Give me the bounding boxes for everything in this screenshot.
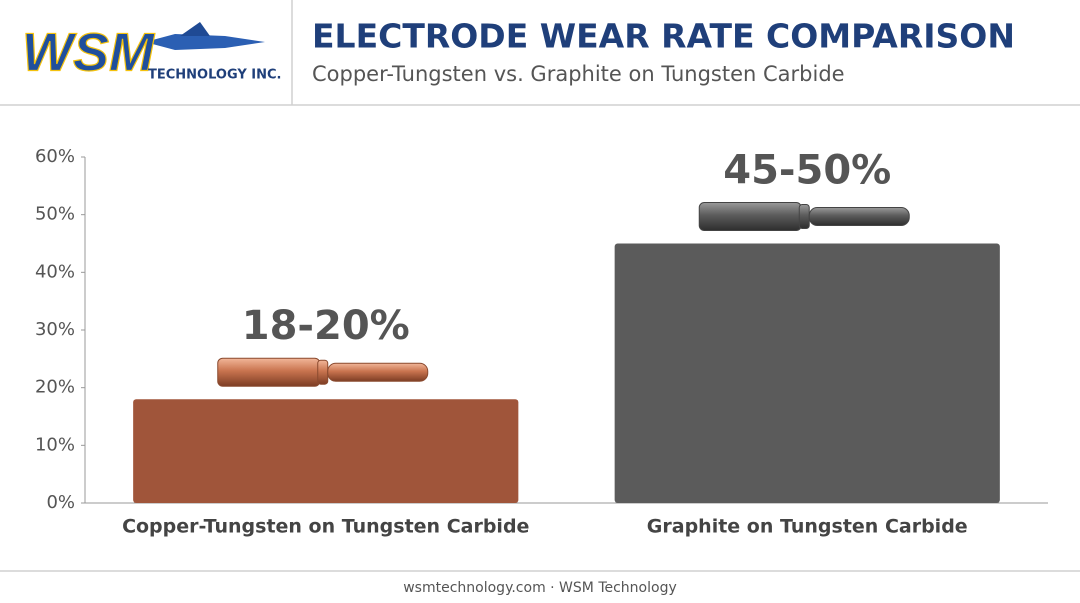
y-tick-label: 60% <box>35 146 75 167</box>
value-label: 45-50% <box>723 148 891 194</box>
x-tick-label: Graphite on Tungsten Carbide <box>647 516 968 538</box>
value-label: 18-20% <box>242 303 410 349</box>
logo-jet <box>145 34 265 50</box>
electrode-neck <box>798 204 810 229</box>
bar <box>614 243 1000 503</box>
electrode-body <box>217 357 321 387</box>
x-tick-label: Copper-Tungsten on Tungsten Carbide <box>122 516 529 538</box>
electrode-icon <box>698 202 910 231</box>
y-tick-label: 40% <box>35 261 75 282</box>
logo-subtitle: TECHNOLOGY INC. <box>148 68 282 83</box>
electrode-neck <box>317 359 329 385</box>
y-tick-label: 0% <box>46 492 75 513</box>
y-tick-label: 50% <box>35 204 75 225</box>
electrode-tip <box>808 207 910 226</box>
bar <box>133 399 519 503</box>
electrode-icon <box>217 357 429 387</box>
logo: WSM <box>22 22 155 82</box>
footer: wsmtechnology.com · WSM Technology <box>403 580 677 596</box>
subtitle: Copper-Tungsten vs. Graphite on Tungsten… <box>312 62 845 86</box>
title: ELECTRODE WEAR RATE COMPARISON <box>312 17 1015 56</box>
y-tick-label: 10% <box>35 434 75 455</box>
electrode-tip <box>327 362 429 382</box>
electrode-body <box>698 202 802 231</box>
y-tick-label: 20% <box>35 377 75 398</box>
logo-jet-wing <box>180 22 210 36</box>
y-tick-label: 30% <box>35 319 75 340</box>
